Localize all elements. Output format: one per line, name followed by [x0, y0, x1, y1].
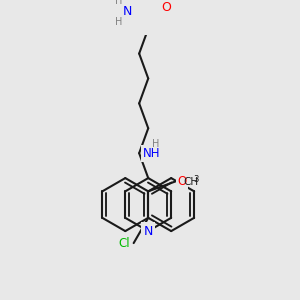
Text: H: H	[116, 0, 123, 6]
Text: Cl: Cl	[118, 237, 130, 250]
Text: H: H	[116, 17, 123, 27]
Text: 3: 3	[193, 175, 199, 184]
Text: H: H	[152, 139, 159, 149]
Text: O: O	[161, 1, 171, 14]
Text: O: O	[177, 175, 187, 188]
Text: N: N	[143, 225, 153, 238]
Text: NH: NH	[143, 147, 160, 160]
Text: N: N	[123, 5, 133, 18]
Text: CH: CH	[184, 177, 199, 187]
